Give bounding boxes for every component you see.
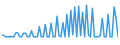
- series-line: [2, 5, 118, 37]
- plot-area: [2, 5, 118, 37]
- chart: [0, 0, 120, 45]
